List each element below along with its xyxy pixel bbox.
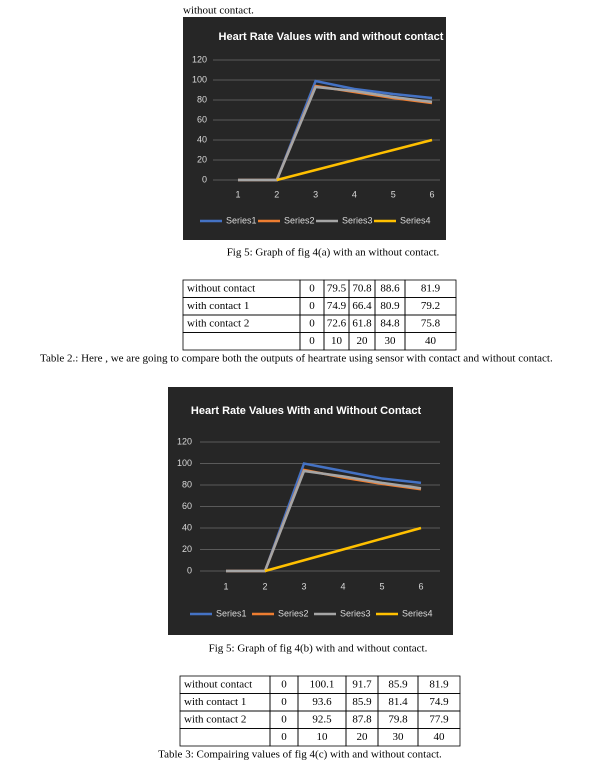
table-cell-text: 0 <box>309 335 315 347</box>
table-cell-text: 30 <box>393 731 405 743</box>
table-cell-text: 0 <box>309 317 315 329</box>
y-tick-label: 20 <box>182 544 192 554</box>
legend-label: Series4 <box>400 215 431 225</box>
table-cell-text: 66.4 <box>352 300 372 312</box>
table-cell-text: 10 <box>317 731 329 743</box>
legend-label: Series3 <box>342 215 373 225</box>
x-tick-label: 5 <box>391 189 396 199</box>
table-cell-text: 61.8 <box>352 317 372 329</box>
table-cell-text: 80.9 <box>380 300 400 312</box>
table-cell <box>179 728 271 747</box>
series-line <box>264 526 422 573</box>
x-tick-label: 4 <box>340 581 345 591</box>
table-cell-text: 85.9 <box>388 678 408 690</box>
figure-caption: Fig 5: Graph of fig 4(a) with an without… <box>227 247 440 259</box>
table-cell-text: 87.8 <box>352 713 372 725</box>
x-tick-label: 6 <box>418 581 423 591</box>
table-cell-text: 79.8 <box>388 713 408 725</box>
x-tick-label: 2 <box>262 581 267 591</box>
chart-background <box>183 17 446 240</box>
table-cell-text: 70.8 <box>352 282 372 294</box>
y-tick-label: 120 <box>192 54 207 64</box>
table-cell-text: 81.4 <box>388 696 408 708</box>
table-cell-text: 84.8 <box>380 317 400 329</box>
legend-label: Series2 <box>278 608 309 618</box>
table-cell-text: 0 <box>309 282 315 294</box>
table-cell-text: 0 <box>281 731 287 743</box>
x-tick-label: 6 <box>429 189 434 199</box>
y-tick-label: 40 <box>182 522 192 532</box>
chart-title: Heart Rate Values with and without conta… <box>219 31 444 43</box>
table-cell-text: 0 <box>309 300 315 312</box>
y-tick-label: 0 <box>187 565 192 575</box>
table-cell-text: 74.9 <box>327 300 347 312</box>
x-tick-label: 2 <box>274 189 279 199</box>
legend-label: Series1 <box>216 608 247 618</box>
x-tick-label: 4 <box>352 189 357 199</box>
legend-label: Series2 <box>284 215 315 225</box>
series-line <box>226 469 422 573</box>
top-text: without contact. <box>183 5 254 17</box>
x-tick-label: 1 <box>223 581 228 591</box>
table-cell-text: 40 <box>425 335 437 347</box>
table-cell-text: 79.5 <box>327 282 347 294</box>
table-cell-text: with contact 2 <box>187 317 249 329</box>
table-cell-text: 88.6 <box>380 282 400 294</box>
y-tick-label: 100 <box>192 74 207 84</box>
chart-title: Heart Rate Values With and Without Conta… <box>191 405 422 417</box>
x-tick-label: 1 <box>235 189 240 199</box>
table-cell-text: 79.2 <box>421 300 440 312</box>
y-tick-label: 60 <box>182 501 192 511</box>
table-cell-text: 81.9 <box>421 282 441 294</box>
x-tick-label: 5 <box>379 581 384 591</box>
x-tick-label: 3 <box>313 189 318 199</box>
table-cell-text: 92.5 <box>312 713 332 725</box>
x-tick-label: 3 <box>301 581 306 591</box>
table-cell-text: without contact <box>187 282 255 294</box>
table-cell-text: 72.6 <box>327 317 347 329</box>
table-cell-text: 93.6 <box>312 696 332 708</box>
y-tick-label: 0 <box>202 174 207 184</box>
table-cell <box>404 332 457 351</box>
y-tick-label: 80 <box>197 94 207 104</box>
table-cell-text: 30 <box>385 335 397 347</box>
y-tick-label: 60 <box>197 114 207 124</box>
table-caption: Table 3: Compairing values of fig 4(c) w… <box>158 749 442 761</box>
legend-label: Series1 <box>226 215 257 225</box>
table-cell-text: 100.1 <box>310 678 335 690</box>
table-cell-text: with contact 1 <box>187 300 249 312</box>
table-cell-text: 75.8 <box>421 317 441 329</box>
table-cell-text: 10 <box>331 335 343 347</box>
legend-label: Series4 <box>402 608 433 618</box>
series-line <box>276 138 433 182</box>
table-cell-text: 20 <box>357 335 369 347</box>
table-cell-text: 0 <box>281 678 287 690</box>
y-tick-label: 20 <box>197 154 207 164</box>
y-tick-label: 80 <box>182 479 192 489</box>
table-cell-text: 0 <box>281 713 287 725</box>
table-cell-text: with contact 2 <box>184 713 246 725</box>
figure-caption: Fig 5: Graph of fig 4(b) with and withou… <box>209 643 428 655</box>
table-cell-text: 81.9 <box>429 678 449 690</box>
chart-background <box>168 387 453 635</box>
series-line <box>238 85 433 182</box>
legend-label: Series3 <box>340 608 371 618</box>
table-cell-text: 77.9 <box>429 713 449 725</box>
y-tick-label: 40 <box>197 134 207 144</box>
table-caption: Table 2.: Here , we are going to compare… <box>40 353 553 365</box>
y-tick-label: 100 <box>177 458 192 468</box>
table-cell-text: 0 <box>281 696 287 708</box>
table-cell-text: without contact <box>184 678 252 690</box>
table-cell <box>417 728 461 747</box>
table-cell-text: 40 <box>434 731 446 743</box>
table-cell-text: 74.9 <box>429 696 449 708</box>
table-cell-text: 20 <box>357 731 369 743</box>
table-cell-text: with contact 1 <box>184 696 246 708</box>
table-cell <box>182 332 301 351</box>
table-cell-text: 91.7 <box>352 678 372 690</box>
table-cell-text: 85.9 <box>352 696 372 708</box>
y-tick-label: 120 <box>177 436 192 446</box>
